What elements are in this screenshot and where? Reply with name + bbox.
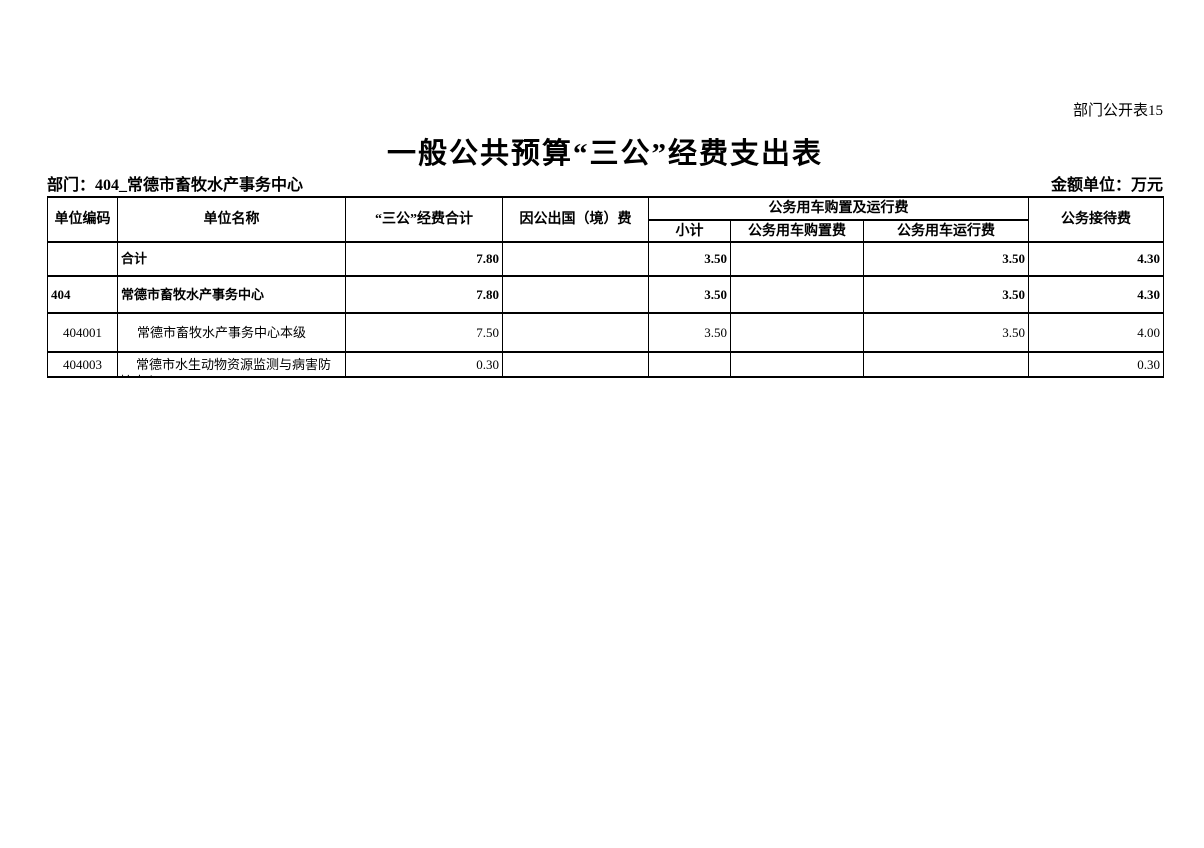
- cell-vehicle-subtotal: 3.50: [648, 312, 731, 353]
- cell-total: 7.50: [345, 312, 503, 353]
- amount-unit-label: 金额单位：万元: [1050, 177, 1163, 194]
- cell-total: 0.30: [345, 351, 503, 378]
- cell-unit-name: 常德市水生动物资源监测与病害防控中心: [117, 351, 346, 378]
- header-total: “三公”经费合计: [345, 196, 503, 243]
- sheet-number-label: 部门公开表15: [1072, 103, 1163, 119]
- header-row-2: 小计 公务用车购置费 公务用车运行费: [48, 219, 1164, 243]
- table-row-unit-404001: 404001 常德市畜牧水产事务中心本级 7.50 3.50 3.50 4.00: [47, 312, 1164, 353]
- table-row-grand-total: 合计 7.80 3.50 3.50 4.30: [47, 241, 1164, 277]
- header-row-1: 单位编码 单位名称 “三公”经费合计 因公出国（境）费 公务用车购置及运行费 公…: [47, 196, 1164, 243]
- cell-abroad: [502, 275, 649, 314]
- cell-abroad: [502, 351, 649, 378]
- cell-vehicle-purchase: [730, 312, 864, 353]
- expenses-table: 单位编码 单位名称 “三公”经费合计 因公出国（境）费 公务用车购置及运行费 公…: [47, 196, 1164, 378]
- cell-unit-name: 常德市畜牧水产事务中心: [117, 275, 346, 314]
- table-row-unit-404003: 404003 常德市水生动物资源监测与病害防控中心 0.30 0.30: [47, 351, 1164, 378]
- meta-row: 部门：404_常德市畜牧水产事务中心 金额单位：万元: [47, 171, 1163, 195]
- cell-vehicle-operation: 3.50: [863, 312, 1029, 353]
- cell-vehicle-subtotal: 3.50: [648, 275, 731, 314]
- header-abroad: 因公出国（境）费: [502, 196, 649, 243]
- cell-vehicle-operation: 3.50: [863, 275, 1029, 314]
- table-row-department: 404 常德市畜牧水产事务中心 7.80 3.50 3.50 4.30: [47, 275, 1164, 314]
- cell-reception: 4.00: [1028, 312, 1164, 353]
- cell-reception: 4.30: [1028, 275, 1164, 314]
- department-label: 部门：404_常德市畜牧水产事务中心: [47, 177, 304, 194]
- cell-vehicle-purchase: [730, 351, 864, 378]
- cell-total: 7.80: [345, 241, 503, 277]
- header-vehicle-operation: 公务用车运行费: [863, 219, 1029, 243]
- cell-abroad: [502, 312, 649, 353]
- header-reception: 公务接待费: [1028, 196, 1164, 243]
- cell-vehicle-purchase: [730, 275, 864, 314]
- cell-unit-code: 404: [47, 275, 118, 314]
- cell-vehicle-subtotal: [648, 351, 731, 378]
- cell-vehicle-operation: 3.50: [863, 241, 1029, 277]
- cell-reception: 0.30: [1028, 351, 1164, 378]
- cell-unit-code: [47, 241, 118, 277]
- cell-total: 7.80: [345, 275, 503, 314]
- cell-vehicle-subtotal: 3.50: [648, 241, 731, 277]
- header-vehicle-subtotal: 小计: [648, 219, 731, 243]
- cell-unit-name: 常德市畜牧水产事务中心本级: [117, 312, 346, 353]
- header-vehicle-purchase: 公务用车购置费: [730, 219, 864, 243]
- header-unit-code: 单位编码: [47, 196, 118, 243]
- header-unit-name: 单位名称: [117, 196, 346, 243]
- cell-abroad: [502, 241, 649, 277]
- cell-vehicle-purchase: [730, 241, 864, 277]
- clipped-unit-name-text: 常德市水生动物资源监测与病害防控中心: [120, 357, 332, 375]
- cell-unit-code: 404001: [47, 312, 118, 353]
- header-vehicle-group: 公务用车购置及运行费: [648, 196, 1029, 221]
- page-title: 一般公共预算“三公”经费支出表: [386, 138, 823, 170]
- cell-reception: 4.30: [1028, 241, 1164, 277]
- cell-unit-name: 合计: [117, 241, 346, 277]
- cell-vehicle-operation: [863, 351, 1029, 378]
- cell-unit-code: 404003: [47, 351, 118, 378]
